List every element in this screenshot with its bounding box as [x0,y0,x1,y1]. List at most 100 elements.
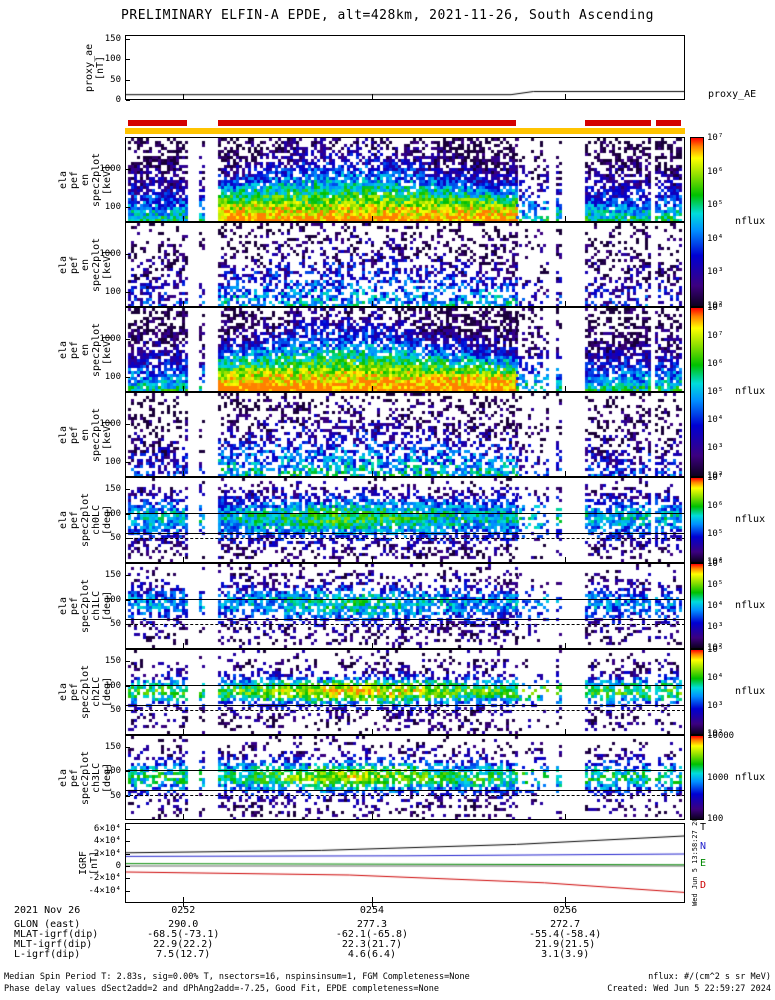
spec-panel-8 [125,735,685,820]
igrf-axis-title: IGRF [nT] [78,850,100,876]
y-tick-mark [126,59,130,61]
colorbar-tick-label: 10000 [707,731,735,741]
footer-phase-delay: Phase delay values dSect2add=2 and dPhAn… [4,984,439,994]
colorbar-tick-label: 10⁷ [707,473,724,483]
y-tick-label: 100 [104,594,121,605]
y-tick-label: 100 [104,766,121,777]
colorbar-tick-label: 10² [707,471,724,481]
availability-bar-red [584,120,651,126]
x-tick-mark [565,386,567,391]
y-tick-mark [126,710,130,712]
colorbar-tick-label: 10⁷ [707,133,724,143]
y-tick-label: 6×10⁴ [93,824,121,835]
colorbar-tick-label: 10³ [707,267,724,278]
y-tick-mark [126,376,130,378]
colorbar-tick-label: 10⁴ [707,415,724,425]
spec-canvas-4 [126,393,684,476]
y-tick-mark [126,853,130,855]
colorbar-5 [690,649,704,735]
colorbar-tick-label: 10⁵ [707,200,724,211]
spec-canvas-1 [126,138,684,221]
spec-axis-title-2: ela pef en spec2plot [keV] [58,237,113,292]
x-tick-mark [371,729,373,734]
colorbar-tick-label: 10⁵ [707,645,724,655]
y-tick-mark [126,489,130,491]
y-tick-mark [126,461,130,463]
ephemeris-value: 3.1(3.9) [541,949,590,960]
colorbar-tick-label: 10³ [707,443,724,453]
pitch-line-solid [125,790,685,792]
ephemeris-value: -55.4(-58.4) [529,929,602,940]
spec-canvas-3 [126,308,684,391]
y-tick-label: 150 [104,484,121,495]
plot-title: PRELIMINARY ELFIN-A EPDE, alt=428km, 202… [121,8,654,23]
footer-nflux-units: nflux: #/(cm^2 s sr MeV) [648,972,771,982]
x-tick-mark [371,94,373,99]
x-tick-mark-outer [565,903,567,907]
colorbar-tick-label: 10⁴ [707,601,724,611]
footer-spin-period: Median Spin Period T: 2.83s, sig=0.00% T… [4,972,470,982]
spec-axis-title-4: ela pef en spec2plot [keV] [58,407,113,462]
ephemeris-value: 22.3(21.7) [341,939,403,950]
spec-panel-6 [125,563,685,649]
spec-panel-1 [125,137,685,222]
proxy-ae-axis-title: proxy_ae [nT] [84,43,106,92]
proxy-ae-panel [125,35,685,100]
colorbar-tick-label: 10⁶ [707,559,724,569]
y-tick-label: 50 [110,705,121,716]
spec-panel-4 [125,392,685,477]
x-tick-mark [183,729,185,734]
pitch-line-dashed [125,537,685,539]
y-tick-mark [126,169,130,171]
x-tick-mark [371,216,373,221]
colorbar-2 [690,307,704,477]
colorbar-6 [690,735,704,820]
x-tick-mark [183,216,185,221]
colorbar-tick-label: 10⁸ [707,303,724,313]
y-tick-label: 100 [104,371,121,382]
footer-created: Created: Wed Jun 5 22:59:27 2024 [607,984,771,994]
colorbar-tick-label: 10⁵ [707,529,724,539]
colorbar-tick-label: 10⁴ [707,673,724,683]
x-tick-mark [565,643,567,648]
x-tick-mark [371,386,373,391]
spec-panel-3 [125,307,685,392]
y-tick-label: 0 [115,95,121,105]
date-label: 2021 Nov 26 [14,905,81,916]
y-tick-label: 50 [110,790,121,801]
ephemeris-value: 272.7 [550,919,581,930]
x-tick-mark [565,814,567,819]
y-tick-mark [126,424,130,426]
y-tick-mark [126,538,130,540]
y-tick-label: 50 [110,533,121,544]
science-zone-bar-yellow [125,128,685,134]
x-tick-mark [183,301,185,306]
y-tick-mark [126,890,130,892]
y-tick-mark [126,100,130,101]
igrf-legend-T: T [700,822,707,833]
y-tick-label: 100 [104,201,121,212]
y-tick-mark [126,79,130,81]
x-tick-mark [565,216,567,221]
x-tick-mark [183,643,185,648]
x-tick-mark [183,557,185,562]
colorbar-tick-label: 10² [707,729,724,739]
y-tick-label: 150 [104,34,121,45]
y-tick-label: 1000 [99,249,121,260]
y-tick-label: 150 [104,742,121,753]
colorbar-title: nflux [735,386,766,397]
x-tick-mark [183,386,185,391]
y-tick-label: -4×10⁴ [88,885,121,896]
y-tick-mark [126,206,130,208]
spec-axis-title-5: ela pef spec2plot ch0LC [deg] [58,492,113,548]
x-tick-label: 0256 [553,905,578,916]
colorbar-tick-label: 10⁵ [707,580,724,590]
pitch-line-solid [125,619,685,621]
igrf-canvas [126,824,684,902]
x-tick-mark [183,814,185,819]
igrf-panel [125,823,685,903]
colorbar-tick-label: 10⁴ [707,233,724,244]
colorbar-tick-label: 10⁴ [707,557,724,567]
x-tick-mark [565,897,567,902]
y-tick-mark [126,685,130,687]
